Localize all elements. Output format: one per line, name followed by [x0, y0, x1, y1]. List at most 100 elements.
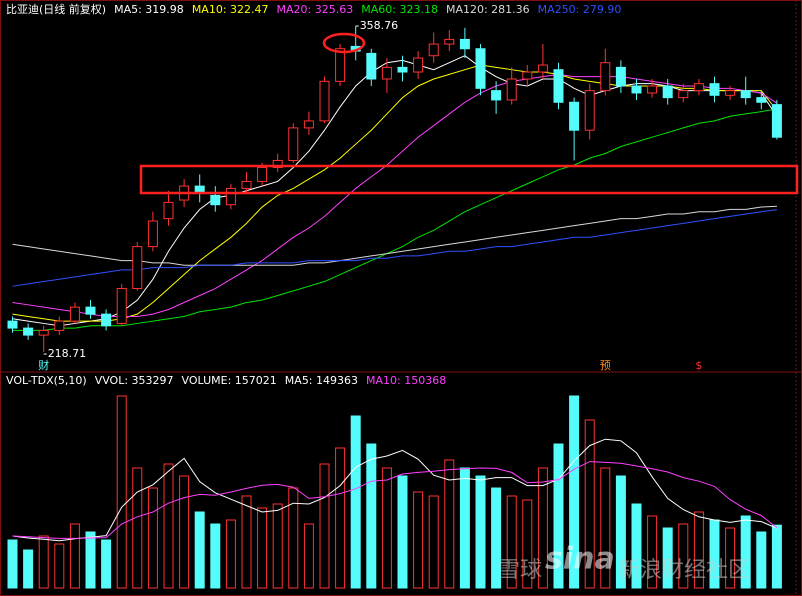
candle-body [23, 327, 34, 336]
candle-body [491, 90, 502, 101]
candle-body [459, 38, 470, 50]
volume-bar [101, 539, 112, 589]
legend-entry: MA5: 319.98 [114, 3, 184, 16]
volume-bar [335, 447, 346, 589]
candle-body [756, 97, 767, 103]
candle-body [85, 306, 96, 315]
volume-bar [350, 415, 361, 589]
candle-body [725, 90, 736, 96]
volume-bar [771, 524, 782, 589]
watermark-text: sina [545, 542, 615, 577]
volume-bar [257, 507, 268, 589]
volume-bar [584, 419, 595, 589]
volume-bar [179, 475, 190, 589]
volume-bar [756, 531, 767, 589]
volume-bar [132, 467, 143, 589]
volume-bar [725, 527, 736, 589]
volume-bar [631, 503, 642, 589]
candle-body [771, 104, 782, 138]
volume-bar [319, 463, 330, 589]
volume-bar [381, 467, 392, 589]
event-marker: 预 [600, 359, 611, 372]
legend-entry: MA5: 149363 [285, 374, 358, 387]
low-label: 218.71 [48, 347, 86, 360]
ma-line [12, 73, 778, 317]
volume-bar [7, 539, 18, 589]
volume-bar [210, 523, 221, 589]
candle-body [647, 85, 658, 94]
candle-body [147, 220, 158, 248]
candle-body [101, 313, 112, 327]
legend-entry: MA60: 323.18 [361, 3, 438, 16]
ma-line [12, 209, 777, 287]
ma-line [12, 55, 778, 327]
chart-title: 比亚迪(日线 前复权) [6, 2, 106, 16]
volume-bar [38, 535, 49, 589]
ma-line [12, 205, 777, 266]
volume-bar [678, 523, 689, 589]
candle-body [54, 320, 65, 331]
volume-label: VOLUME: 157021 [182, 374, 277, 387]
candle-body [366, 52, 377, 80]
volume-title: VOL-TDX(5,10) [6, 374, 87, 387]
volume-bar [428, 495, 439, 589]
candle-body [553, 69, 564, 103]
volume-bar [506, 495, 517, 589]
volume-bar [147, 487, 158, 589]
volume-bar [116, 395, 127, 589]
candle-body [413, 57, 424, 73]
volume-bar [225, 519, 236, 589]
volume-bar [569, 395, 580, 589]
volume-bar [647, 515, 658, 589]
volume-bar [163, 463, 174, 589]
candle-body [381, 66, 392, 80]
candle-body [7, 320, 18, 329]
highlight-ellipse [322, 32, 366, 54]
candle-body [69, 306, 80, 322]
candle-body [428, 43, 439, 57]
volume-bar [615, 475, 626, 589]
candle-body [163, 201, 174, 220]
volume-ma-line [12, 438, 778, 542]
candle-body [631, 85, 642, 94]
volume-bar [553, 443, 564, 589]
legend-entry: MA250: 279.90 [538, 3, 622, 16]
volume-bar [288, 487, 299, 589]
legend-entry: MA20: 325.63 [277, 3, 354, 16]
candle-body [506, 78, 517, 101]
legend-entry: MA10: 150368 [366, 374, 446, 387]
volume-bar [459, 467, 470, 589]
volume-bar [85, 531, 96, 589]
candle-body [335, 48, 346, 82]
candle-body [319, 80, 330, 122]
volume-panel: VOL-TDX(5,10) VVOL: 353297 VOLUME: 157021 M… [6, 374, 782, 589]
volume-bar [522, 499, 533, 589]
volume-bar [69, 523, 80, 589]
candle-body [210, 194, 221, 206]
candle-body [740, 90, 751, 99]
watermark: 雪球 sina 新浪财经社区 [498, 542, 750, 584]
watermark-text: 新浪财经社区 [618, 558, 750, 583]
volume-bar [475, 475, 486, 589]
high-label: 358.76 [360, 19, 399, 32]
volume-bar [413, 491, 424, 589]
volume-bar [662, 527, 673, 589]
volume-bar [491, 487, 502, 589]
vvol-label: VVOL: 353297 [95, 374, 174, 387]
volume-bar [537, 467, 548, 589]
candle-body [116, 288, 127, 324]
legend-entry: MA120: 281.36 [446, 3, 530, 16]
candle-body [537, 64, 548, 73]
event-marker: 财 [38, 358, 49, 372]
legend-entry: MA10: 322.47 [192, 3, 269, 16]
candle-body [709, 83, 720, 96]
candle-body [662, 85, 673, 99]
candle-body [444, 38, 455, 45]
candle-body [272, 159, 283, 168]
candle-body [257, 166, 268, 182]
candle-body [475, 48, 486, 89]
price-panel: 比亚迪(日线 前复权) MA5: 319.98 MA10: 322.47 MA20: … [6, 2, 782, 372]
candle-body [678, 90, 689, 99]
candle-body [397, 66, 408, 73]
